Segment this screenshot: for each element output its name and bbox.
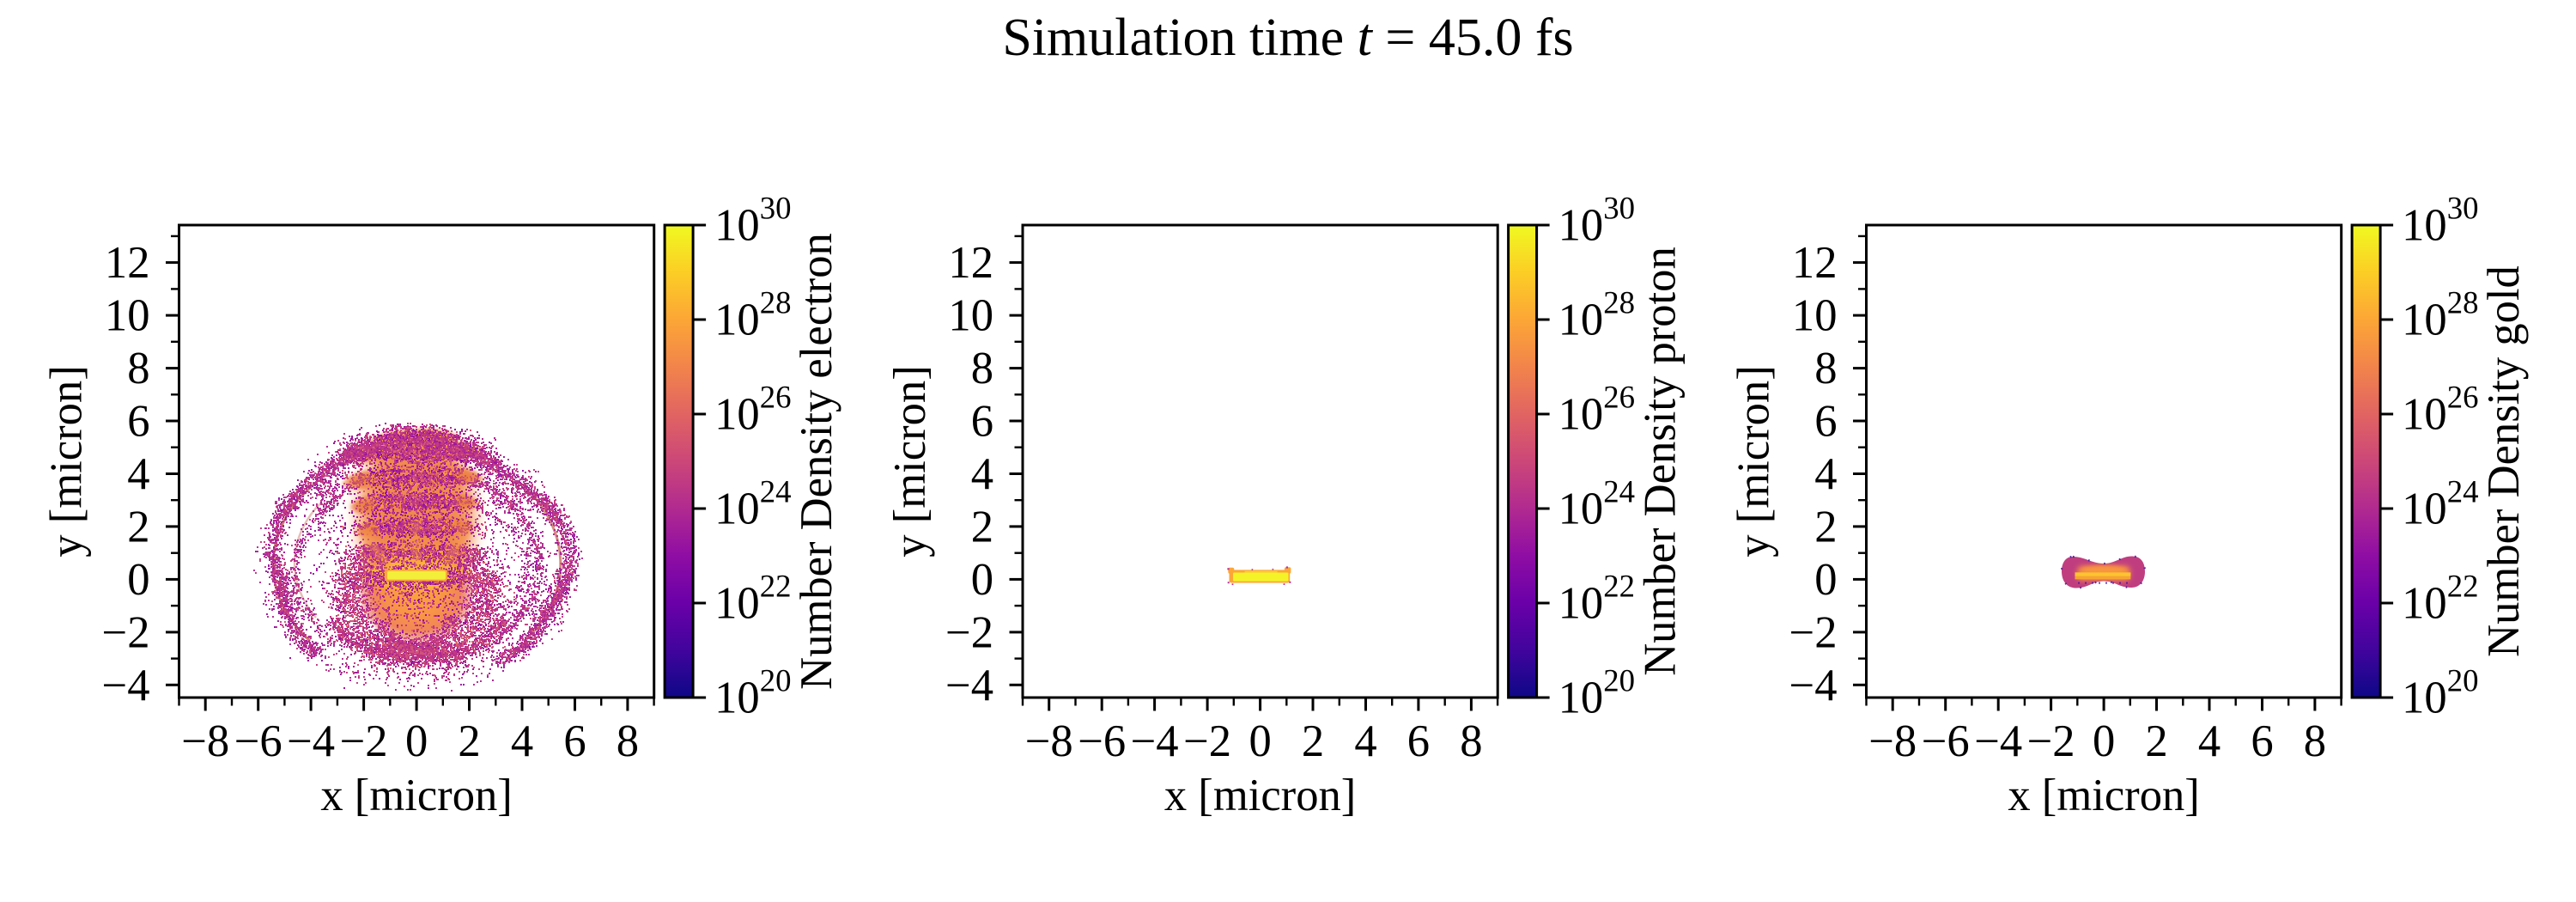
svg-text:10: 10 bbox=[1792, 291, 1838, 341]
svg-text:−4: −4 bbox=[945, 661, 993, 710]
svg-text:12: 12 bbox=[1792, 238, 1838, 288]
svg-text:−2: −2 bbox=[945, 607, 993, 657]
svg-text:2: 2 bbox=[971, 502, 993, 552]
svg-text:0: 0 bbox=[971, 555, 993, 605]
svg-text:Number Density proton: Number Density proton bbox=[1636, 247, 1686, 676]
svg-text:−4: −4 bbox=[1789, 661, 1838, 710]
svg-text:−2: −2 bbox=[1789, 607, 1838, 657]
svg-text:10: 10 bbox=[105, 291, 150, 341]
svg-text:x [micron]: x [micron] bbox=[320, 771, 512, 820]
svg-text:−4: −4 bbox=[287, 716, 335, 766]
svg-text:Number Density gold: Number Density gold bbox=[2479, 265, 2529, 657]
svg-text:6: 6 bbox=[1407, 716, 1430, 766]
svg-text:0: 0 bbox=[1249, 716, 1271, 766]
svg-text:−6: −6 bbox=[1922, 716, 1970, 766]
svg-text:1026: 1026 bbox=[714, 380, 791, 440]
svg-text:6: 6 bbox=[2251, 716, 2273, 766]
svg-text:0: 0 bbox=[2093, 716, 2115, 766]
svg-text:8: 8 bbox=[127, 344, 149, 393]
svg-text:4: 4 bbox=[511, 716, 533, 766]
svg-text:−8: −8 bbox=[181, 716, 229, 766]
svg-text:−2: −2 bbox=[2027, 716, 2075, 766]
svg-text:y [micron]: y [micron] bbox=[1729, 365, 1779, 557]
svg-text:−6: −6 bbox=[234, 716, 283, 766]
svg-text:1024: 1024 bbox=[1558, 474, 1635, 534]
svg-text:2: 2 bbox=[2145, 716, 2167, 766]
svg-text:12: 12 bbox=[105, 238, 150, 288]
svg-text:0: 0 bbox=[405, 716, 428, 766]
svg-text:−4: −4 bbox=[1131, 716, 1179, 766]
svg-text:4: 4 bbox=[127, 449, 149, 499]
svg-text:−2: −2 bbox=[1183, 716, 1231, 766]
svg-text:Simulation time t = 45.0 fs: Simulation time t = 45.0 fs bbox=[1002, 9, 1573, 67]
svg-text:6: 6 bbox=[563, 716, 586, 766]
svg-text:Number Density electron: Number Density electron bbox=[792, 233, 841, 690]
svg-text:2: 2 bbox=[127, 502, 149, 552]
svg-text:8: 8 bbox=[1814, 344, 1837, 393]
svg-text:6: 6 bbox=[127, 397, 149, 447]
svg-text:1028: 1028 bbox=[2402, 285, 2478, 345]
svg-text:6: 6 bbox=[971, 397, 993, 447]
svg-text:6: 6 bbox=[1814, 397, 1837, 447]
svg-text:4: 4 bbox=[2198, 716, 2221, 766]
svg-text:−2: −2 bbox=[340, 716, 388, 766]
svg-text:2: 2 bbox=[1302, 716, 1324, 766]
svg-text:−4: −4 bbox=[102, 661, 150, 710]
svg-text:8: 8 bbox=[2304, 716, 2326, 766]
svg-text:2: 2 bbox=[458, 716, 480, 766]
svg-text:12: 12 bbox=[948, 238, 993, 288]
svg-text:10: 10 bbox=[948, 291, 993, 341]
svg-text:y [micron]: y [micron] bbox=[885, 365, 935, 557]
svg-text:8: 8 bbox=[617, 716, 639, 766]
svg-text:y [micron]: y [micron] bbox=[42, 365, 92, 557]
svg-text:0: 0 bbox=[1814, 555, 1837, 605]
svg-text:−4: −4 bbox=[1974, 716, 2022, 766]
svg-text:−8: −8 bbox=[1868, 716, 1917, 766]
svg-text:−8: −8 bbox=[1025, 716, 1073, 766]
svg-text:x [micron]: x [micron] bbox=[2008, 771, 2199, 820]
svg-text:−2: −2 bbox=[102, 607, 150, 657]
svg-text:2: 2 bbox=[1814, 502, 1837, 552]
svg-text:8: 8 bbox=[971, 344, 993, 393]
svg-text:1024: 1024 bbox=[2402, 474, 2478, 534]
svg-text:x [micron]: x [micron] bbox=[1164, 771, 1356, 820]
svg-text:4: 4 bbox=[971, 449, 993, 499]
svg-text:−6: −6 bbox=[1078, 716, 1126, 766]
svg-text:4: 4 bbox=[1354, 716, 1376, 766]
svg-text:4: 4 bbox=[1814, 449, 1837, 499]
svg-text:8: 8 bbox=[1460, 716, 1482, 766]
svg-text:0: 0 bbox=[127, 555, 149, 605]
